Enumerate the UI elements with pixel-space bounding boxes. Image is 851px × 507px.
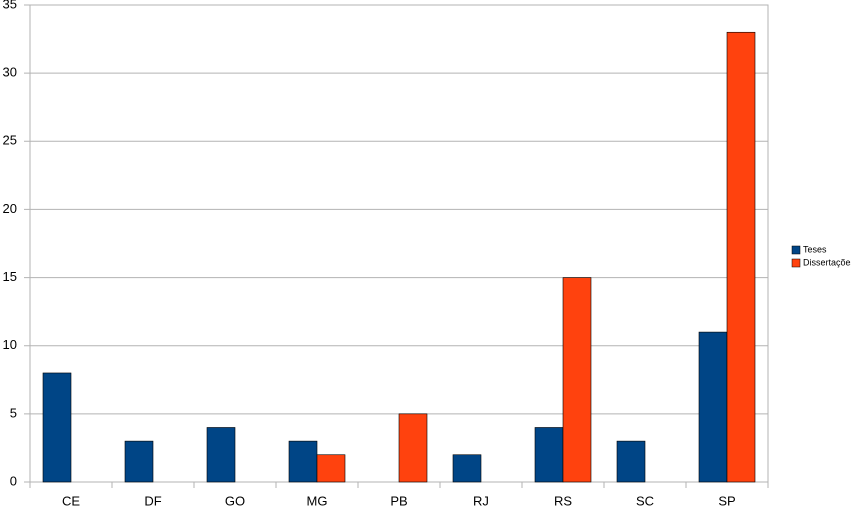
x-tick-label: RS (554, 493, 572, 507)
x-tick-label: MG (307, 493, 328, 507)
y-tick-label: 20 (3, 201, 17, 216)
bar (562, 277, 592, 483)
x-tick-label: CE (62, 493, 80, 507)
bar (124, 440, 154, 483)
legend: Teses Dissertações (791, 244, 851, 268)
x-tick-label: PB (390, 493, 407, 507)
x-tick-label: DF (144, 493, 161, 507)
bar (698, 331, 728, 483)
bar (616, 440, 646, 483)
legend-swatch (791, 245, 801, 255)
y-tick-label: 35 (3, 0, 17, 11)
bar (288, 440, 318, 483)
y-tick-label: 0 (10, 473, 17, 488)
y-tick-label: 30 (3, 65, 17, 80)
y-tick-label: 15 (3, 269, 17, 284)
bar (42, 372, 72, 483)
y-tick-label: 5 (10, 405, 17, 420)
x-tick-label: RJ (473, 493, 489, 507)
x-tick-label: SP (718, 493, 735, 507)
bar (452, 454, 482, 483)
legend-swatch (791, 258, 801, 268)
bar (534, 427, 564, 483)
bar (316, 454, 346, 483)
x-tick-label: GO (225, 493, 245, 507)
legend-label: Teses (803, 244, 827, 254)
bar (726, 31, 756, 483)
plot-border (29, 4, 769, 483)
y-tick-label: 25 (3, 133, 17, 148)
legend-label: Dissertações (803, 257, 851, 267)
bar (206, 427, 236, 483)
x-tick-label: SC (636, 493, 654, 507)
y-tick-label: 10 (3, 337, 17, 352)
bar (398, 413, 428, 483)
